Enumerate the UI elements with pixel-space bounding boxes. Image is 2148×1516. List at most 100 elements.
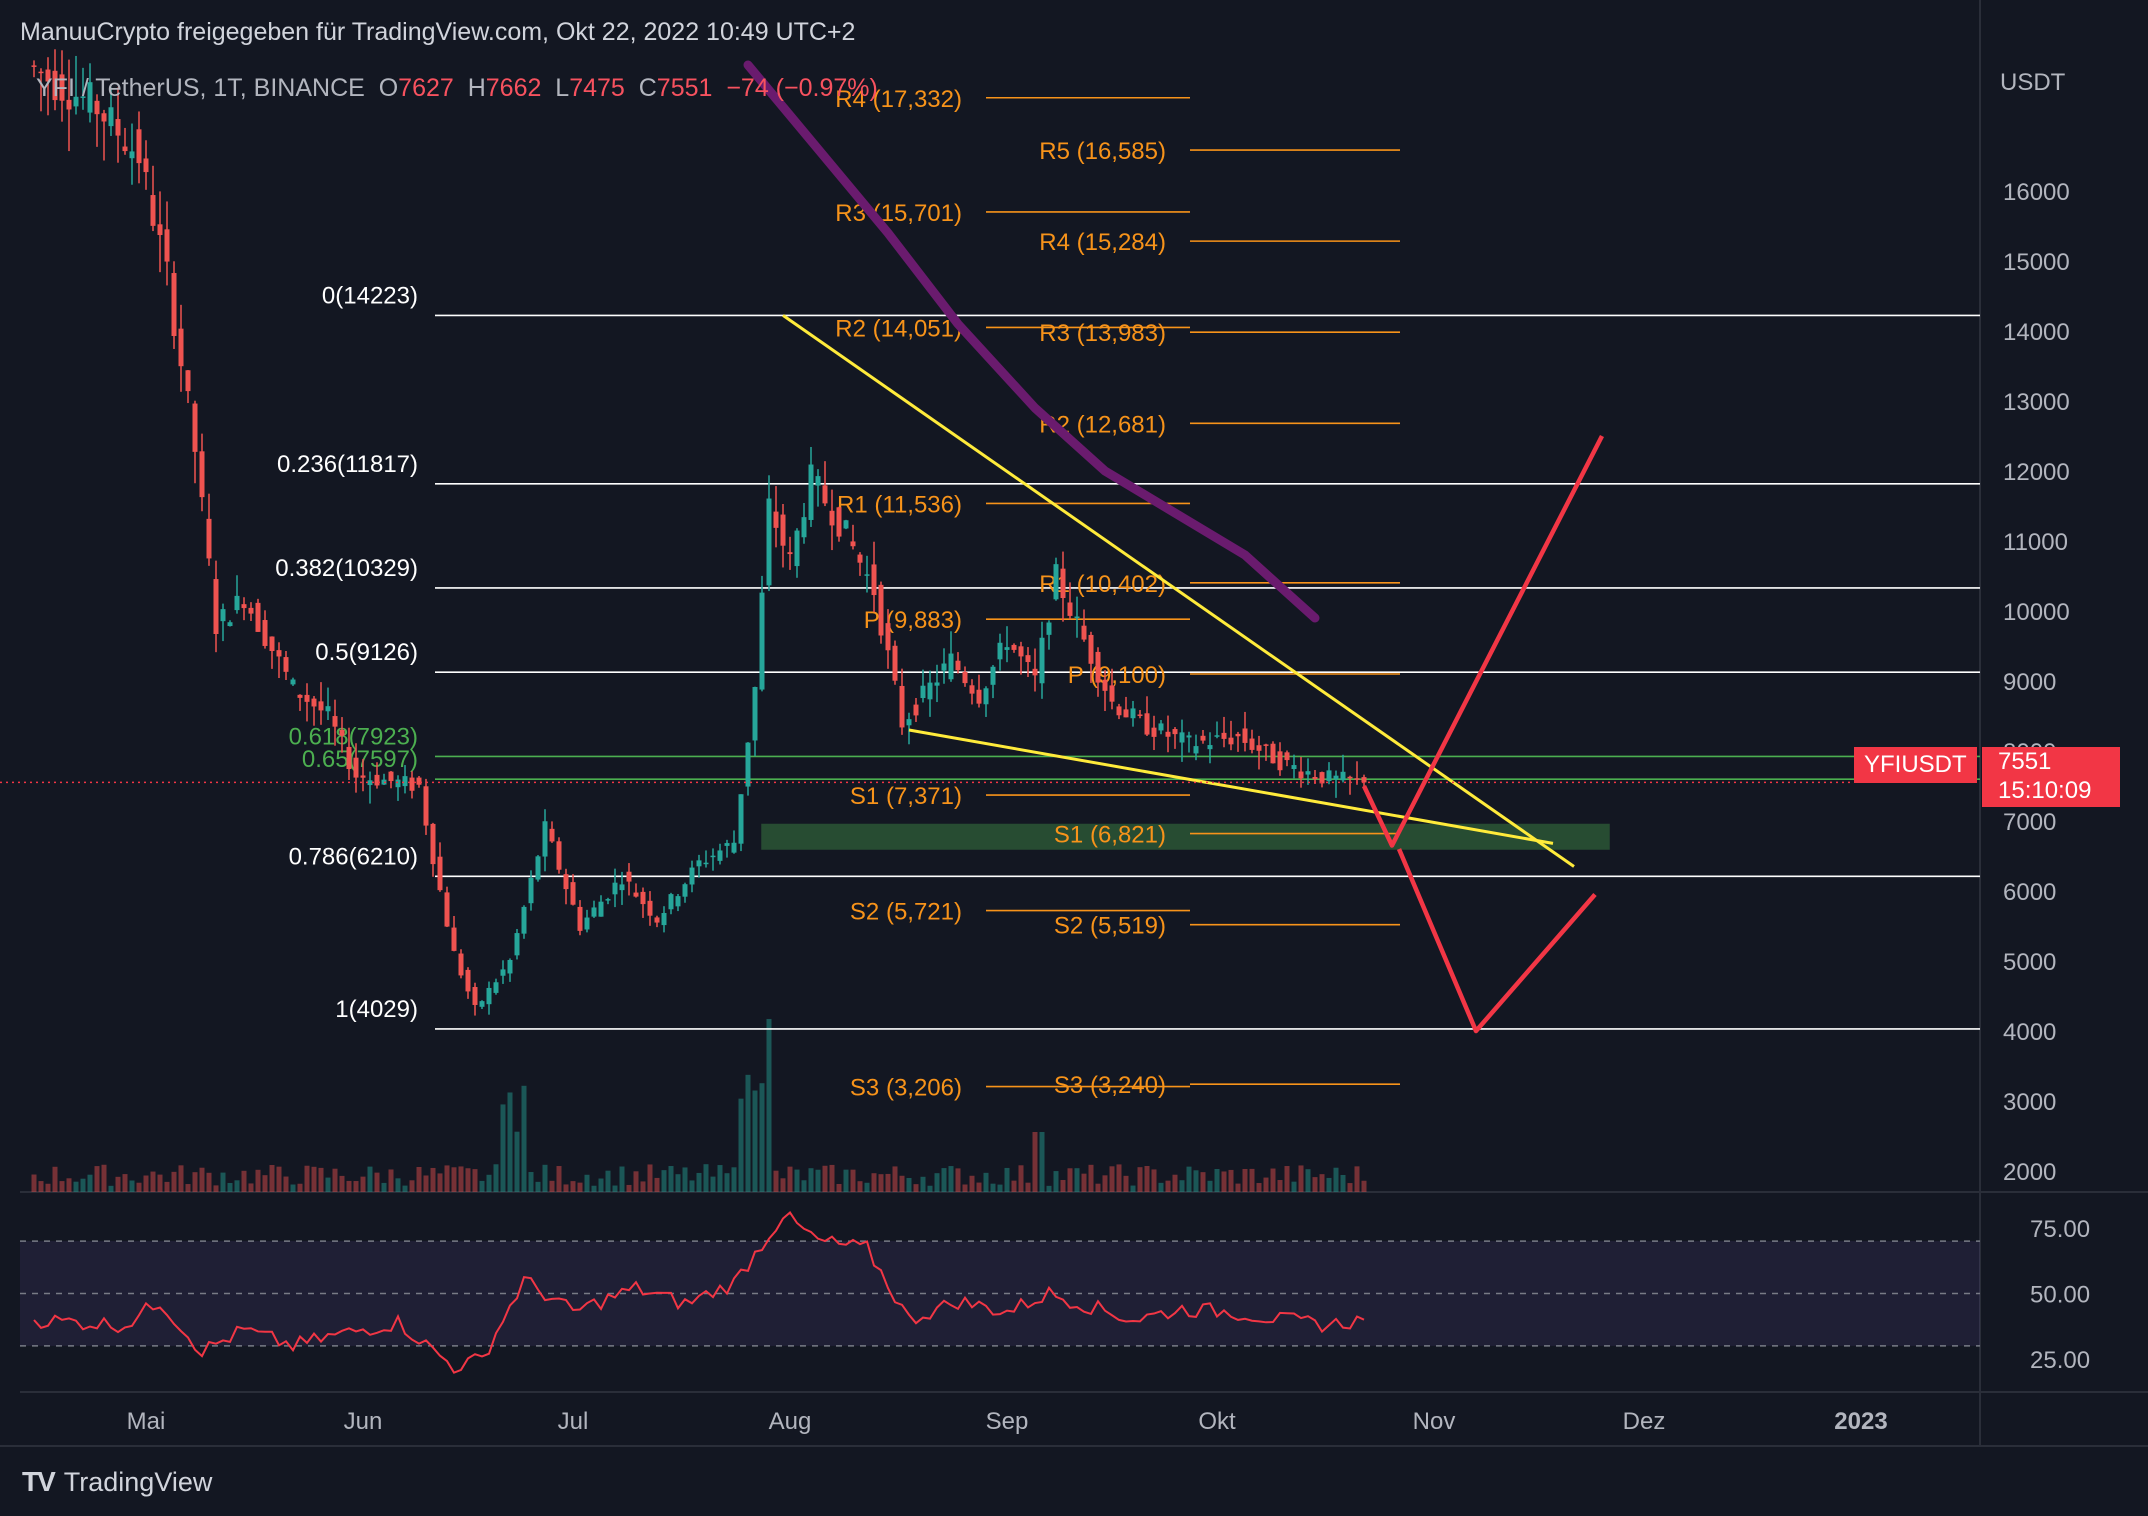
volume-bar <box>395 1178 401 1192</box>
volume-bar <box>1284 1166 1290 1192</box>
volume-bar <box>549 1180 555 1192</box>
candle-body <box>1340 771 1346 781</box>
candle-body <box>941 663 947 671</box>
volume-bar <box>402 1185 408 1192</box>
volume-bar <box>682 1167 688 1192</box>
volume-bar <box>66 1178 72 1192</box>
candle-body <box>297 694 303 698</box>
pivot-label-september: S3 (3,240) <box>1054 1072 1166 1099</box>
candle-body <box>962 671 968 684</box>
volume-bar <box>1347 1183 1353 1192</box>
candle-body <box>1011 644 1017 650</box>
volume-bar <box>668 1166 674 1192</box>
volume-bar <box>1277 1180 1283 1192</box>
candle-body <box>423 786 429 826</box>
candle-body <box>59 74 65 101</box>
candle-body <box>220 609 226 622</box>
volume-bar <box>507 1092 513 1192</box>
candle-body <box>661 913 667 926</box>
volume-bar <box>878 1174 884 1192</box>
volume-bar <box>885 1173 891 1192</box>
volume-bar <box>45 1183 51 1192</box>
volume-bar <box>241 1170 247 1192</box>
pivot-label-september: R4 (15,284) <box>1039 229 1166 256</box>
volume-bar <box>192 1172 198 1192</box>
candle-body <box>129 151 135 159</box>
volume-bar <box>304 1165 310 1192</box>
last-price: 7551 <box>1998 748 2052 775</box>
candle-body <box>815 476 821 486</box>
volume-bar <box>892 1166 898 1192</box>
volume-bar <box>367 1166 373 1192</box>
candle-body <box>549 828 555 842</box>
volume-bar <box>850 1169 856 1192</box>
volume-bar <box>1172 1174 1178 1192</box>
candle-body <box>1319 772 1325 784</box>
pivot-label-august: R3 (15,701) <box>835 200 962 227</box>
candle-body <box>507 959 513 974</box>
volume-bar <box>542 1164 548 1192</box>
candle-body <box>311 698 317 707</box>
fib-level-label: 0(14223) <box>322 282 418 309</box>
volume-bar <box>1249 1168 1255 1192</box>
volume-bar <box>1263 1177 1269 1192</box>
volume-bar <box>332 1168 338 1192</box>
candle-body <box>1088 634 1094 664</box>
candle-body <box>339 729 345 736</box>
volume-bar <box>822 1165 828 1192</box>
volume-bar <box>500 1104 506 1192</box>
open-value: 7627 <box>398 74 454 102</box>
candle-body <box>1249 738 1255 750</box>
candle-body <box>1270 743 1276 764</box>
volume-bar <box>990 1183 996 1192</box>
volume-bar <box>311 1166 317 1192</box>
volume-bar <box>815 1169 821 1192</box>
candle-body <box>563 874 569 890</box>
volume-bar <box>220 1172 226 1192</box>
candle-body <box>87 82 93 113</box>
volume-bar <box>1242 1168 1248 1192</box>
pivot-label-september: R5 (16,585) <box>1039 138 1166 165</box>
volume-bar <box>185 1184 191 1192</box>
tradingview-logo[interactable]: TV TradingView <box>22 1466 212 1498</box>
candle-body <box>486 987 492 1005</box>
volume-bar <box>479 1180 485 1192</box>
candle-body <box>45 69 51 82</box>
candle-body <box>409 777 415 791</box>
candle-body <box>66 99 72 110</box>
volume-bar <box>339 1175 345 1192</box>
candle-body <box>318 701 324 711</box>
candles <box>31 49 1367 1016</box>
candle-body <box>710 855 716 858</box>
candle-body <box>94 100 100 115</box>
volume-bar <box>108 1185 114 1192</box>
candle-body <box>1172 729 1178 735</box>
candle-body <box>570 882 576 905</box>
volume-bar <box>1361 1180 1367 1192</box>
candle-body <box>542 821 548 857</box>
bar-countdown: 15:10:09 <box>1998 777 2092 804</box>
candle-body <box>808 464 814 520</box>
candle-body <box>1193 746 1199 754</box>
volume-bar <box>801 1180 807 1192</box>
volume-bar <box>1046 1185 1052 1192</box>
pivot-label-august: R1 (11,536) <box>837 491 962 518</box>
candle-body <box>1354 778 1360 780</box>
candle-body <box>1046 622 1052 635</box>
volume-bar <box>269 1165 275 1192</box>
pivot-label-august: R4 (17,332) <box>835 86 962 113</box>
candle-body <box>353 757 359 778</box>
volume-bar <box>948 1166 954 1192</box>
pivot-label-august: S2 (5,721) <box>850 899 962 926</box>
candle-body <box>969 685 975 694</box>
symbol-name[interactable]: YFI / TetherUS, 1T, BINANCE <box>36 74 365 102</box>
candle-body <box>1263 744 1269 746</box>
candle-body <box>1221 732 1227 739</box>
close-value: 7551 <box>656 74 713 102</box>
volume-bar <box>843 1169 849 1192</box>
candle-body <box>1004 647 1010 650</box>
volume-bar <box>689 1180 695 1192</box>
volume-bar <box>1004 1167 1010 1192</box>
candle-body <box>857 554 863 563</box>
